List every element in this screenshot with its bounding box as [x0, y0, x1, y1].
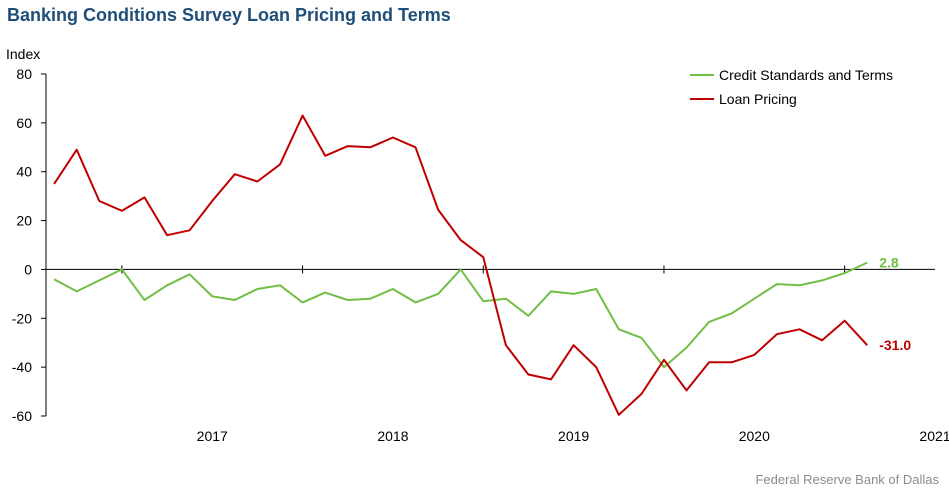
- end-value-label: -31.0: [879, 337, 911, 353]
- loan-pricing-line: [53, 114, 868, 416]
- x-tick-label: 2019: [558, 428, 589, 444]
- y-axis: 80 60 40 20 0 -20 -40 -60: [12, 66, 47, 424]
- source-note: Federal Reserve Bank of Dallas: [755, 472, 939, 487]
- y-tick-label: 20: [16, 213, 32, 229]
- y-tick-label: -20: [12, 310, 32, 326]
- y-axis-label: Index: [6, 46, 40, 62]
- x-tick-label: 2017: [197, 428, 228, 444]
- y-tick-label: 0: [24, 261, 32, 277]
- x-tick-label: 2018: [377, 428, 408, 444]
- x-axis: 2017 2018 2019 2020 2021: [46, 265, 949, 444]
- legend-loan-pricing-label: Loan Pricing: [719, 91, 797, 107]
- credit-standards-line: [53, 261, 868, 369]
- plot-area: 2.8 -31.0: [53, 114, 911, 416]
- y-tick-label: -40: [12, 359, 32, 375]
- x-tick-label: 2021: [919, 428, 949, 444]
- end-value-label: 2.8: [879, 255, 899, 271]
- y-tick-label: 60: [16, 115, 32, 131]
- y-tick-label: 80: [16, 66, 32, 82]
- legend: Credit Standards and Terms Loan Pricing: [690, 67, 893, 107]
- chart-title: Banking Conditions Survey Loan Pricing a…: [7, 5, 451, 25]
- x-tick-label: 2020: [739, 428, 770, 444]
- legend-credit-standards-label: Credit Standards and Terms: [719, 67, 893, 83]
- y-tick-label: -60: [12, 408, 32, 424]
- y-tick-label: 40: [16, 164, 32, 180]
